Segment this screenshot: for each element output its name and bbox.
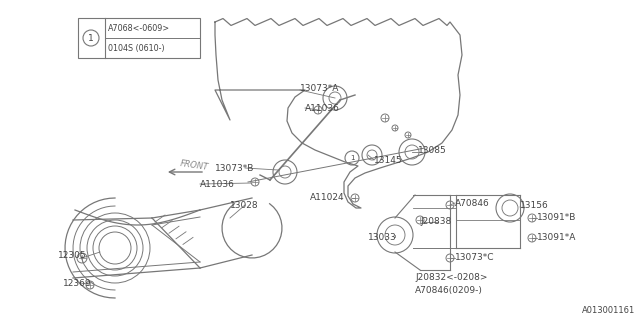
Text: 13028: 13028: [230, 201, 259, 210]
Text: A7068<-0609>: A7068<-0609>: [108, 23, 170, 33]
Text: 13091*A: 13091*A: [537, 234, 577, 243]
Text: J20838: J20838: [420, 218, 451, 227]
Text: J20832<-0208>: J20832<-0208>: [415, 274, 488, 283]
Text: 13145: 13145: [374, 156, 403, 164]
Text: A70846(0209-): A70846(0209-): [415, 285, 483, 294]
Text: A11036: A11036: [200, 180, 235, 188]
Text: 13073*C: 13073*C: [455, 253, 495, 262]
Text: 13091*B: 13091*B: [537, 213, 577, 222]
Text: 13073*B: 13073*B: [215, 164, 254, 172]
Text: A70846: A70846: [455, 198, 490, 207]
Text: 13156: 13156: [520, 201, 548, 210]
Text: 1: 1: [349, 155, 355, 161]
Text: 0104S (0610-): 0104S (0610-): [108, 44, 164, 52]
Text: 13073*A: 13073*A: [300, 84, 339, 92]
Text: A11024: A11024: [310, 194, 344, 203]
Text: 1: 1: [88, 34, 94, 43]
Text: A11036: A11036: [305, 103, 340, 113]
Text: FRONT: FRONT: [180, 159, 210, 172]
Bar: [78, 18, 200, 58]
Text: 13085: 13085: [418, 146, 447, 155]
Text: 12369: 12369: [63, 278, 92, 287]
Text: 12305: 12305: [58, 251, 86, 260]
Text: A013001161: A013001161: [582, 306, 635, 315]
Text: 13033: 13033: [368, 233, 397, 242]
